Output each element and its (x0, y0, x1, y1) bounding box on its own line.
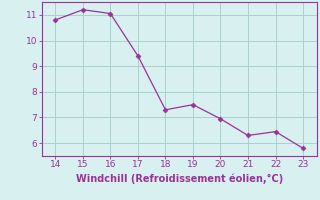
X-axis label: Windchill (Refroidissement éolien,°C): Windchill (Refroidissement éolien,°C) (76, 173, 283, 184)
